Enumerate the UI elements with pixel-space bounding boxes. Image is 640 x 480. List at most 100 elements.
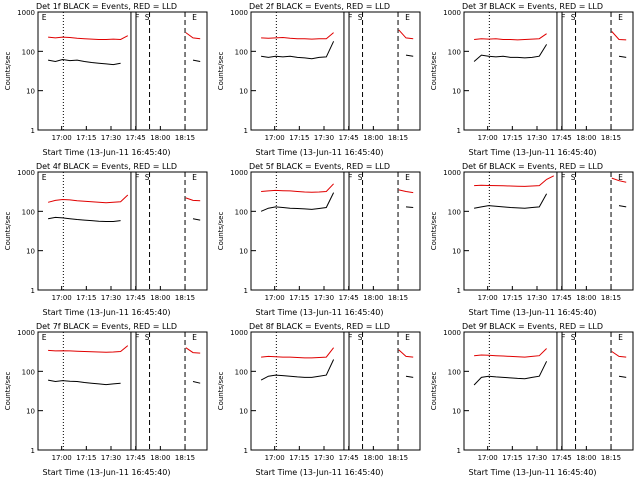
x-axis-label: Start Time (13-Jun-11 16:45:40) [468, 308, 597, 317]
x-axis-label: Start Time (13-Jun-11 16:45:40) [42, 468, 171, 477]
plot-frame [250, 11, 421, 131]
y-axis-label: Counts/sec [217, 372, 225, 411]
x-axis-label: Start Time (13-Jun-11 16:45:40) [468, 468, 597, 477]
x-tick-label: 17:00 [478, 294, 498, 302]
flag-label: E [618, 333, 623, 342]
x-tick-label: 18:00 [576, 134, 596, 142]
x-tick-label: 17:45 [339, 134, 359, 142]
plot-frame [37, 11, 208, 131]
x-axis-label: Start Time (13-Jun-11 16:45:40) [255, 468, 384, 477]
flag-label: F [348, 13, 353, 22]
flag-label: E [405, 333, 410, 342]
x-tick-label: 18:15 [601, 454, 621, 462]
x-axis-label: Start Time (13-Jun-11 16:45:40) [468, 148, 597, 157]
x-tick-label: 17:30 [101, 454, 121, 462]
panel-title: Det 5f BLACK = Events, RED = LLD [248, 162, 391, 171]
flag-label: S [145, 13, 150, 22]
y-tick-label: 1000 [443, 169, 461, 177]
x-tick-label: 17:45 [552, 134, 572, 142]
x-tick-label: 17:15 [502, 454, 522, 462]
events-series-line [260, 192, 414, 212]
detector-panel: Det 3f BLACK = Events, RED = LLD Start Ti… [426, 0, 639, 160]
y-tick-label: 1 [457, 127, 461, 135]
y-tick-label: 100 [448, 48, 461, 56]
flag-label: F [561, 173, 566, 182]
y-tick-label: 1 [31, 287, 35, 295]
detector-panel: Det 6f BLACK = Events, RED = LLD Start Ti… [426, 160, 639, 320]
flag-label: E [192, 333, 197, 342]
events-series-line [473, 361, 627, 386]
x-tick-label: 17:30 [527, 134, 547, 142]
x-tick-label: 17:30 [314, 134, 334, 142]
lld-series-line [474, 31, 627, 41]
flag-label: S [571, 13, 576, 22]
lld-series-line [261, 183, 414, 194]
flag-label: F [561, 13, 566, 22]
y-tick-label: 1000 [17, 329, 35, 337]
events-series-line [474, 193, 627, 209]
x-tick-label: 17:45 [126, 454, 146, 462]
y-tick-label: 10 [452, 88, 461, 96]
plot-frame [463, 331, 634, 451]
events-series-line [48, 379, 201, 386]
x-tick-label: 18:00 [363, 134, 383, 142]
flag-label: E [405, 173, 410, 182]
x-tick-label: 17:15 [76, 134, 96, 142]
flag-label: E [42, 173, 47, 182]
detector-panel: Det 5f BLACK = Events, RED = LLD Start Ti… [213, 160, 426, 320]
x-tick-label: 17:45 [552, 294, 572, 302]
flag-label: F [135, 333, 140, 342]
x-tick-label: 17:30 [527, 294, 547, 302]
x-tick-label: 18:00 [150, 294, 170, 302]
flag-label: S [358, 333, 363, 342]
panel-plot: 1 10 100 1000 17:00 17:15 17:30 17:45 18:00 18:15… [430, 329, 634, 462]
y-tick-label: 1 [31, 447, 35, 455]
x-tick-label: 17:15 [289, 454, 309, 462]
y-tick-label: 100 [235, 368, 248, 376]
x-axis-label: Start Time (13-Jun-11 16:45:40) [42, 308, 171, 317]
y-tick-label: 1000 [17, 9, 35, 17]
x-tick-label: 17:00 [52, 454, 72, 462]
x-tick-label: 17:45 [552, 454, 572, 462]
events-series-line [473, 44, 627, 62]
panel-title: Det 2f BLACK = Events, RED = LLD [248, 2, 391, 11]
x-tick-label: 17:15 [502, 134, 522, 142]
x-tick-label: 17:30 [101, 294, 121, 302]
y-tick-label: 10 [26, 408, 35, 416]
events-series-line [260, 359, 414, 381]
y-tick-label: 1000 [230, 9, 248, 17]
x-axis-label: Start Time (13-Jun-11 16:45:40) [42, 148, 171, 157]
panel-plot: 1 10 100 1000 17:00 17:15 17:30 17:45 18:00 18:15… [4, 169, 208, 302]
lld-series-line [48, 32, 201, 41]
x-tick-label: 18:15 [388, 134, 408, 142]
plot-frame [250, 171, 421, 291]
y-tick-label: 100 [235, 208, 248, 216]
plot-frame [463, 11, 634, 131]
y-tick-label: 100 [22, 48, 35, 56]
events-series-line [261, 41, 414, 60]
x-tick-label: 17:30 [527, 454, 547, 462]
x-tick-label: 17:15 [502, 294, 522, 302]
flag-label: E [192, 173, 197, 182]
plot-frame [37, 331, 208, 451]
flag-label: F [135, 13, 140, 22]
y-tick-label: 10 [452, 248, 461, 256]
panel-title: Det 3f BLACK = Events, RED = LLD [461, 2, 604, 11]
x-tick-label: 17:30 [314, 454, 334, 462]
x-tick-label: 17:00 [265, 294, 285, 302]
y-tick-label: 10 [239, 88, 248, 96]
y-axis-label: Counts/sec [217, 52, 225, 91]
panel-plot: 1 10 100 1000 17:00 17:15 17:30 17:45 18:00 18:15… [4, 9, 208, 142]
x-tick-label: 18:15 [175, 454, 195, 462]
detector-panel: Det 8f BLACK = Events, RED = LLD Start Ti… [213, 320, 426, 480]
lld-series-line [261, 29, 414, 40]
y-tick-label: 1000 [17, 169, 35, 177]
panel-plot: 1 10 100 1000 17:00 17:15 17:30 17:45 18:00 18:15… [217, 9, 421, 142]
x-tick-label: 17:00 [265, 454, 285, 462]
x-tick-label: 17:15 [76, 294, 96, 302]
x-tick-label: 18:15 [388, 294, 408, 302]
x-tick-label: 17:00 [478, 134, 498, 142]
x-axis-label: Start Time (13-Jun-11 16:45:40) [255, 148, 384, 157]
detector-panel: Det 4f BLACK = Events, RED = LLD Start Ti… [0, 160, 213, 320]
y-tick-label: 10 [239, 248, 248, 256]
